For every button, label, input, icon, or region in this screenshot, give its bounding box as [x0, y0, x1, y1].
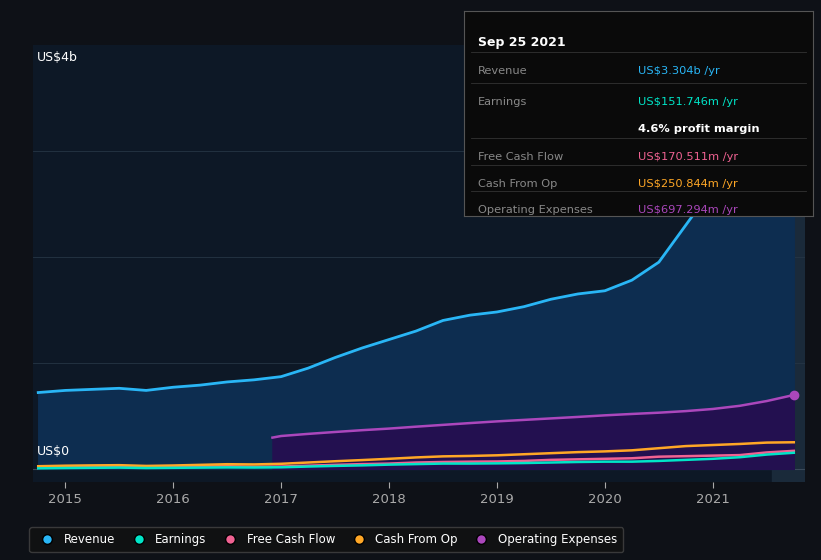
Text: US$3.304b /yr: US$3.304b /yr [639, 67, 720, 76]
Text: Operating Expenses: Operating Expenses [478, 206, 593, 216]
Text: US$151.746m /yr: US$151.746m /yr [639, 97, 738, 107]
Text: US$250.844m /yr: US$250.844m /yr [639, 179, 738, 189]
Text: Free Cash Flow: Free Cash Flow [478, 152, 563, 162]
Legend: Revenue, Earnings, Free Cash Flow, Cash From Op, Operating Expenses: Revenue, Earnings, Free Cash Flow, Cash … [30, 528, 623, 552]
Text: Earnings: Earnings [478, 97, 527, 107]
Text: Revenue: Revenue [478, 67, 527, 76]
Text: US$4b: US$4b [37, 52, 77, 64]
Text: US$0: US$0 [37, 445, 70, 458]
Text: 4.6% profit margin: 4.6% profit margin [639, 124, 760, 134]
Text: US$170.511m /yr: US$170.511m /yr [639, 152, 738, 162]
Bar [773, 45, 805, 482]
Text: Cash From Op: Cash From Op [478, 179, 557, 189]
Text: Sep 25 2021: Sep 25 2021 [478, 36, 566, 49]
Text: US$697.294m /yr: US$697.294m /yr [639, 206, 738, 216]
